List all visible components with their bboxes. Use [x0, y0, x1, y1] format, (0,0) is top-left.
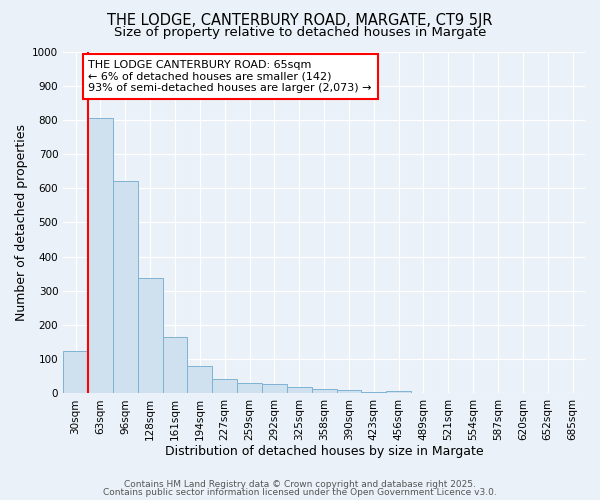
Bar	[88, 118, 113, 394]
Text: Contains public sector information licensed under the Open Government Licence v3: Contains public sector information licen…	[103, 488, 497, 497]
Bar	[237, 383, 262, 394]
Bar	[262, 384, 287, 394]
Bar	[187, 366, 212, 394]
Bar	[337, 390, 361, 394]
Bar	[138, 278, 163, 394]
Bar	[63, 350, 88, 394]
Text: Size of property relative to detached houses in Margate: Size of property relative to detached ho…	[114, 26, 486, 39]
Bar	[163, 337, 187, 394]
Bar	[287, 387, 311, 394]
Bar	[386, 390, 411, 394]
X-axis label: Distribution of detached houses by size in Margate: Distribution of detached houses by size …	[165, 444, 484, 458]
Bar	[212, 379, 237, 394]
Bar	[113, 182, 138, 394]
Text: Contains HM Land Registry data © Crown copyright and database right 2025.: Contains HM Land Registry data © Crown c…	[124, 480, 476, 489]
Y-axis label: Number of detached properties: Number of detached properties	[15, 124, 28, 321]
Bar	[311, 389, 337, 394]
Bar	[361, 392, 386, 394]
Text: THE LODGE, CANTERBURY ROAD, MARGATE, CT9 5JR: THE LODGE, CANTERBURY ROAD, MARGATE, CT9…	[107, 12, 493, 28]
Text: THE LODGE CANTERBURY ROAD: 65sqm
← 6% of detached houses are smaller (142)
93% o: THE LODGE CANTERBURY ROAD: 65sqm ← 6% of…	[88, 60, 372, 93]
